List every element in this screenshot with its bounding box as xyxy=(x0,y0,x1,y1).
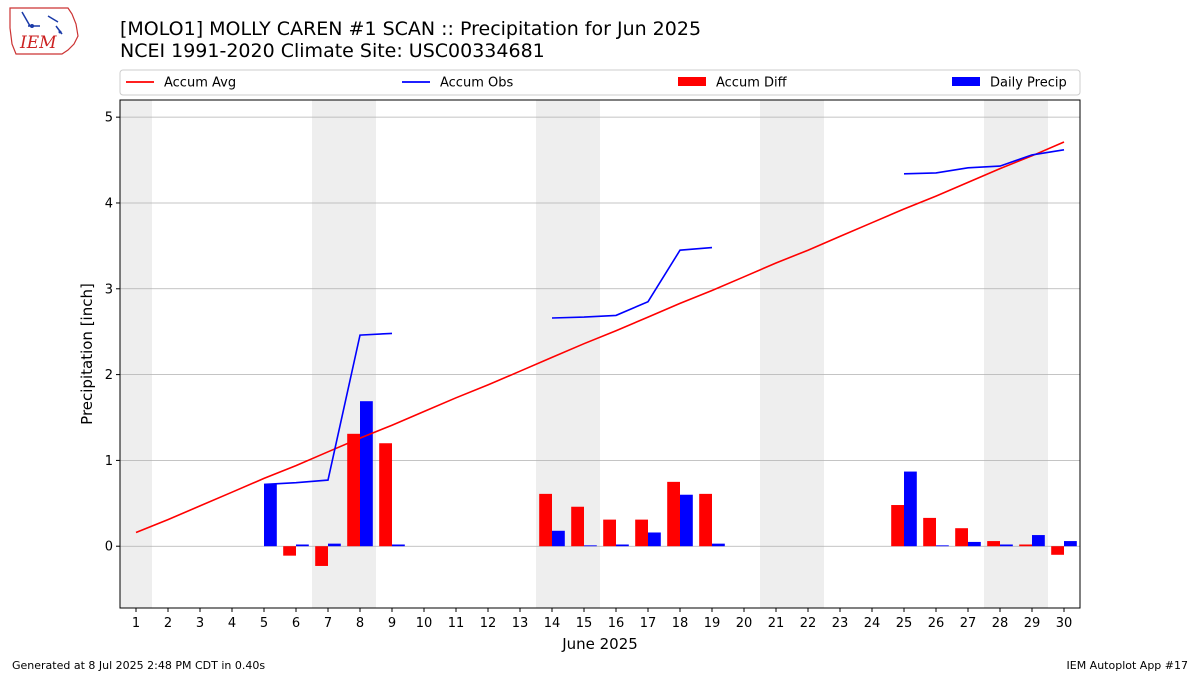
daily-precip-bar xyxy=(1064,541,1077,547)
plot-frame xyxy=(119,99,1081,609)
x-tick-label: 7 xyxy=(324,616,332,631)
chart-subtitle: NCEI 1991-2020 Climate Site: USC00334681 xyxy=(120,40,545,62)
x-tick-label: 29 xyxy=(1024,616,1041,631)
x-tick-label: 10 xyxy=(416,616,433,631)
weekend-band xyxy=(760,100,824,608)
weekend-band xyxy=(984,100,1048,608)
daily-precip-bar xyxy=(648,532,661,547)
weekend-shading xyxy=(120,100,1048,608)
accum-obs-line xyxy=(263,332,393,486)
x-tick-label: 23 xyxy=(832,616,849,631)
legend-label: Daily Precip xyxy=(990,76,1067,91)
x-tick-label: 9 xyxy=(388,616,396,631)
y-tick-label: 5 xyxy=(105,111,113,126)
accum-diff-bar xyxy=(347,433,360,547)
daily-precip-bar xyxy=(936,545,949,547)
daily-precip-bar xyxy=(264,484,277,547)
accum-diff-bar xyxy=(571,506,584,547)
accum-obs-line xyxy=(903,149,1065,175)
daily-precip-bar xyxy=(712,543,725,547)
daily-precip-bar xyxy=(296,544,309,547)
accum-diff-bar xyxy=(667,481,680,547)
accum-diff-bar xyxy=(1019,544,1032,547)
accum-diff-bar xyxy=(923,517,936,547)
daily-precip-bar xyxy=(552,530,565,547)
x-tick-label: 17 xyxy=(640,616,657,631)
chart-title: [MOLO1] MOLLY CAREN #1 SCAN :: Precipita… xyxy=(120,18,702,40)
legend-label: Accum Obs xyxy=(440,76,513,91)
x-tick-label: 27 xyxy=(960,616,977,631)
x-tick-label: 11 xyxy=(448,616,465,631)
accum-diff-bar xyxy=(379,443,392,547)
x-tick-label: 2 xyxy=(164,616,172,631)
y-tick-label: 2 xyxy=(105,368,113,383)
accum-avg-line xyxy=(135,141,1065,534)
x-tick-label: 18 xyxy=(672,616,689,631)
accum-diff-bar xyxy=(539,493,552,547)
daily-precip-bar xyxy=(328,543,341,547)
daily-precip-bar xyxy=(584,545,597,547)
y-tick-label: 1 xyxy=(105,454,113,469)
accum-diff-bar xyxy=(283,546,296,556)
accum-diff-bar xyxy=(891,505,904,547)
legend: Accum Avg Accum Obs Accum Diff Daily Precip xyxy=(119,69,1081,96)
daily-precip-bar xyxy=(360,401,373,547)
x-tick-label: 16 xyxy=(608,616,625,631)
x-tick-label: 13 xyxy=(512,616,529,631)
accum-diff-bar xyxy=(987,541,1000,547)
accum-diff-bar xyxy=(955,528,968,547)
x-tick-label: 21 xyxy=(768,616,785,631)
x-tick-label: 22 xyxy=(800,616,817,631)
x-axis-label: June 2025 xyxy=(561,635,638,653)
legend-bar-swatch xyxy=(678,77,706,86)
accum-diff-bar xyxy=(699,493,712,547)
x-tick-label: 12 xyxy=(480,616,497,631)
footer-app: IEM Autoplot App #17 xyxy=(1066,659,1189,672)
daily-precip-bar xyxy=(616,544,629,547)
x-tick-label: 26 xyxy=(928,616,945,631)
x-tick-label: 6 xyxy=(292,616,300,631)
y-tick-label: 3 xyxy=(105,282,113,297)
legend-label: Accum Avg xyxy=(164,76,236,91)
daily-precip-bar xyxy=(1032,535,1045,547)
daily-precip-bar xyxy=(680,494,693,547)
daily-precip-bar xyxy=(392,544,405,547)
x-tick-label: 1 xyxy=(132,616,140,631)
bars xyxy=(264,401,1077,566)
x-tick-label: 14 xyxy=(544,616,561,631)
accum-obs-line xyxy=(551,246,713,319)
legend-bar-swatch xyxy=(952,77,980,86)
legend-box xyxy=(119,69,1081,96)
accum-diff-bar xyxy=(635,519,648,547)
y-tick-label: 0 xyxy=(105,540,113,555)
x-tick-label: 19 xyxy=(704,616,721,631)
daily-precip-bar xyxy=(968,541,981,547)
daily-precip-bar xyxy=(904,471,917,547)
logo-text: IEM xyxy=(19,33,57,53)
accum-diff-bar xyxy=(1051,546,1064,555)
legend-label: Accum Diff xyxy=(716,76,788,91)
x-tick-label: 28 xyxy=(992,616,1009,631)
accum-diff-bar xyxy=(603,519,616,547)
x-tick-label: 8 xyxy=(356,616,364,631)
footer-generated: Generated at 8 Jul 2025 2:48 PM CDT in 0… xyxy=(12,659,266,672)
x-tick-label: 24 xyxy=(864,616,881,631)
lines xyxy=(135,141,1065,534)
y-tick-label: 4 xyxy=(105,196,113,211)
x-tick-label: 30 xyxy=(1056,616,1073,631)
weekend-band xyxy=(120,100,152,608)
accum-diff-bar xyxy=(315,546,328,566)
daily-precip-bar xyxy=(1000,544,1013,547)
x-tick-label: 25 xyxy=(896,616,913,631)
x-tick-label: 20 xyxy=(736,616,753,631)
x-tick-label: 4 xyxy=(228,616,236,631)
y-axis-label: Precipitation [inch] xyxy=(78,283,96,425)
iem-logo: IEM xyxy=(9,7,79,55)
x-tick-label: 15 xyxy=(576,616,593,631)
x-tick-label: 3 xyxy=(196,616,204,631)
x-tick-label: 5 xyxy=(260,616,268,631)
